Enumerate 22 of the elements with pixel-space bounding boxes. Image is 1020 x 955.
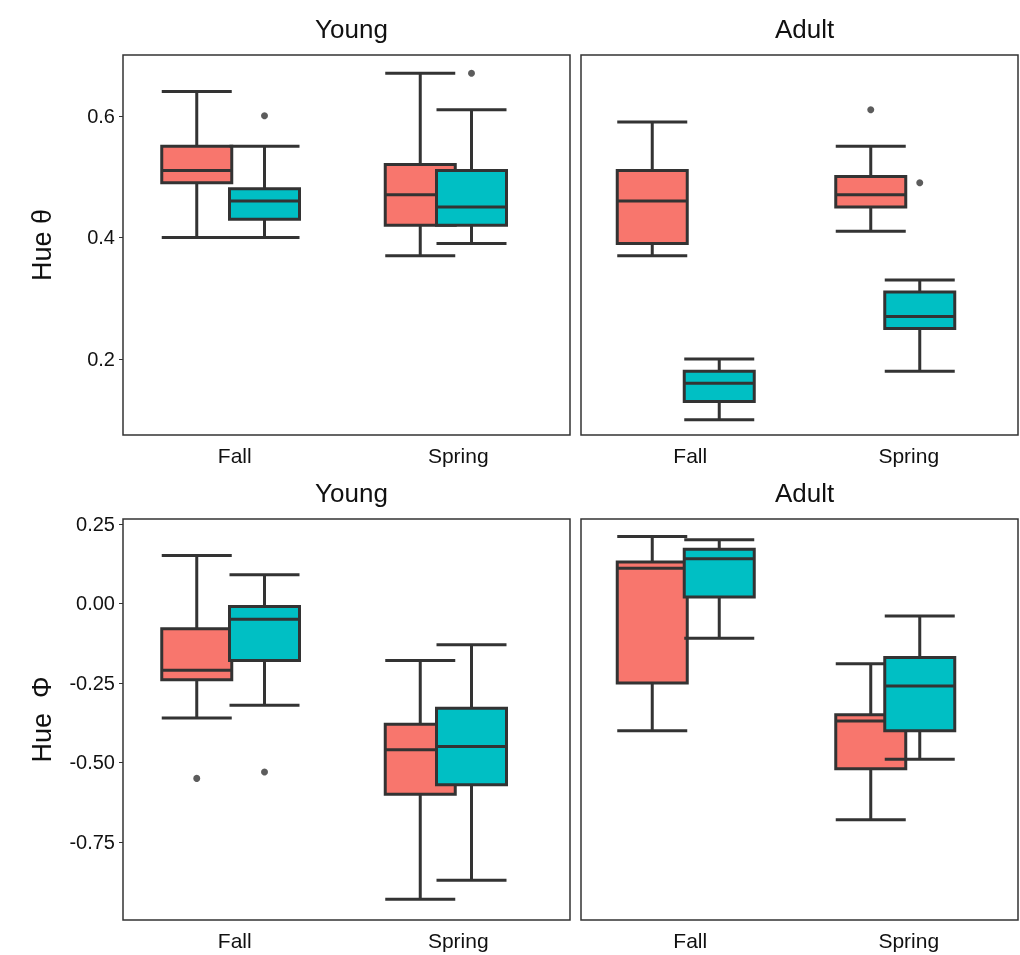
- x-tick-label: Fall: [673, 929, 708, 952]
- x-tick-label: Spring: [427, 929, 489, 952]
- y-tick-label: 0.2: [87, 348, 115, 370]
- x-tick-label: Spring: [878, 444, 940, 467]
- chart-title: Adult: [774, 478, 835, 508]
- y-tick-label: -0.25: [69, 671, 115, 694]
- y-tick-label: 0.00: [76, 592, 115, 615]
- chart-title: Young: [315, 14, 388, 44]
- y-axis-title: Hue θ: [26, 208, 57, 282]
- y-tick-label: 0.6: [87, 104, 115, 127]
- x-tick-label: Spring: [878, 929, 940, 952]
- chart-title: Young: [315, 478, 388, 508]
- y-tick-label: -0.50: [69, 751, 115, 774]
- y-tick-label: 0.4: [87, 226, 115, 249]
- x-tick-label: Fall: [673, 444, 708, 467]
- y-axis-title: Hue Φ: [26, 676, 57, 763]
- y-tick-label: -0.75: [69, 831, 115, 854]
- x-tick-label: Spring: [427, 444, 489, 467]
- y-tick-label: 0.25: [76, 512, 115, 535]
- x-tick-label: Fall: [217, 444, 252, 467]
- x-tick-label: Fall: [217, 929, 252, 952]
- chart-title: Adult: [774, 14, 835, 44]
